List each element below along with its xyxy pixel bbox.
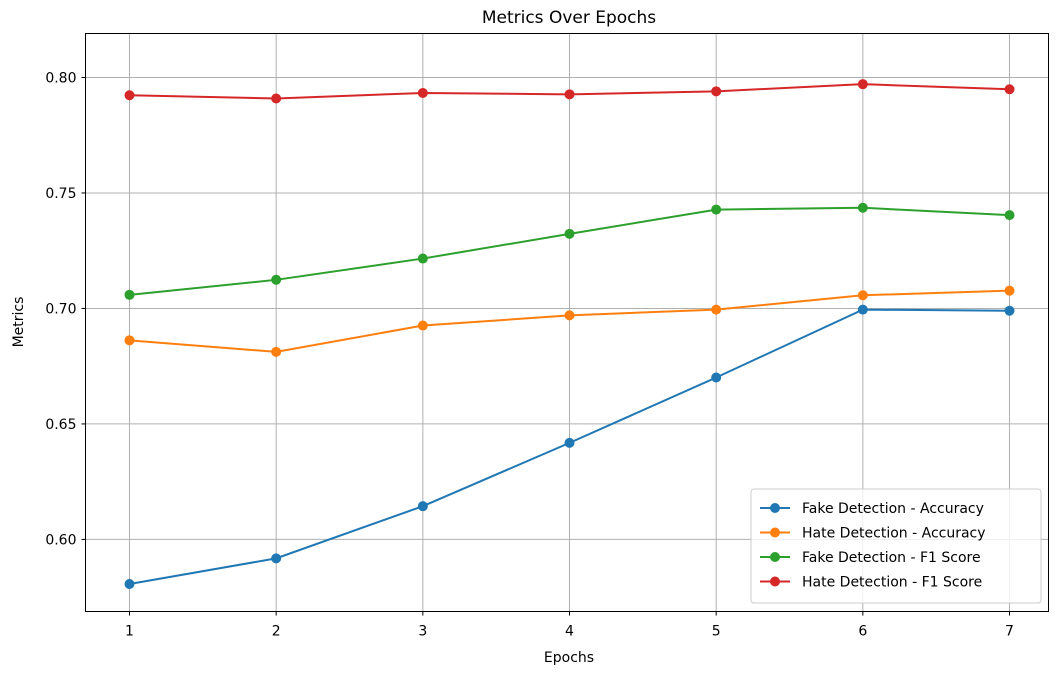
series-0: [124, 304, 1015, 589]
ticks: 1 2 3 4 5 6 7 0.60 0.65 0.70 0.75 0.80: [45, 70, 1014, 639]
legend-item: Fake Detection - Accuracy: [760, 501, 984, 517]
legend-marker: [770, 552, 780, 562]
series-2: [124, 202, 1015, 300]
data-point: [417, 501, 428, 512]
x-tick-label: 7: [1005, 624, 1014, 640]
data-point: [1004, 84, 1015, 95]
data-point: [711, 204, 722, 215]
data-point: [857, 79, 868, 90]
legend-label: Fake Detection - Accuracy: [802, 501, 984, 517]
series-3: [124, 79, 1015, 104]
data-point: [417, 87, 428, 98]
legend-label: Fake Detection - F1 Score: [802, 550, 981, 566]
data-point: [564, 228, 575, 239]
series-1: [124, 285, 1015, 357]
data-point: [564, 89, 575, 100]
data-point: [857, 304, 868, 315]
data-point: [857, 290, 868, 301]
plot-frame: [85, 33, 1049, 612]
data-point: [564, 310, 575, 321]
y-tick-label: 0.80: [45, 70, 76, 86]
data-point: [711, 304, 722, 315]
data-point: [417, 253, 428, 264]
data-point: [124, 579, 135, 589]
data-point: [1004, 285, 1015, 296]
y-tick-label: 0.65: [45, 417, 76, 433]
legend-marker: [770, 503, 780, 513]
data-point: [271, 274, 282, 285]
y-tick-label: 0.75: [45, 186, 76, 202]
data-point: [271, 553, 282, 564]
data-point: [271, 93, 282, 104]
x-axis-label: Epochs: [544, 650, 594, 666]
data-point: [711, 372, 722, 383]
x-tick-label: 1: [125, 624, 134, 640]
x-tick-label: 3: [418, 624, 427, 640]
data-point: [1004, 305, 1015, 316]
data-point: [1004, 210, 1015, 221]
legend-label: Hate Detection - F1 Score: [802, 575, 982, 591]
legend-box: [750, 488, 1042, 604]
legend-item: Hate Detection - F1 Score: [760, 575, 982, 591]
data-point: [711, 86, 722, 97]
series-layer: [124, 79, 1015, 589]
data-point: [124, 289, 135, 300]
y-tick-label: 0.60: [45, 532, 76, 548]
legend-marker: [770, 527, 780, 538]
legend-item: Hate Detection - Accuracy: [760, 526, 986, 542]
x-tick-label: 6: [858, 624, 867, 640]
grid: [85, 33, 1049, 612]
data-point: [857, 202, 868, 213]
data-point: [417, 320, 428, 331]
x-tick-label: 2: [272, 624, 281, 640]
chart-title: Metrics Over Epochs: [482, 8, 656, 28]
y-tick-label: 0.70: [45, 301, 76, 317]
data-point: [271, 346, 282, 357]
x-tick-label: 4: [565, 624, 574, 640]
data-point: [564, 437, 575, 448]
x-tick-label: 5: [712, 624, 721, 640]
legend-label: Hate Detection - Accuracy: [802, 526, 986, 542]
data-point: [124, 335, 135, 346]
y-axis-label: Metrics: [11, 297, 27, 348]
legend-marker: [770, 576, 780, 587]
legend: Fake Detection - Accuracy Hate Detection …: [750, 488, 1042, 604]
data-point: [124, 90, 135, 101]
legend-item: Fake Detection - F1 Score: [760, 550, 981, 566]
